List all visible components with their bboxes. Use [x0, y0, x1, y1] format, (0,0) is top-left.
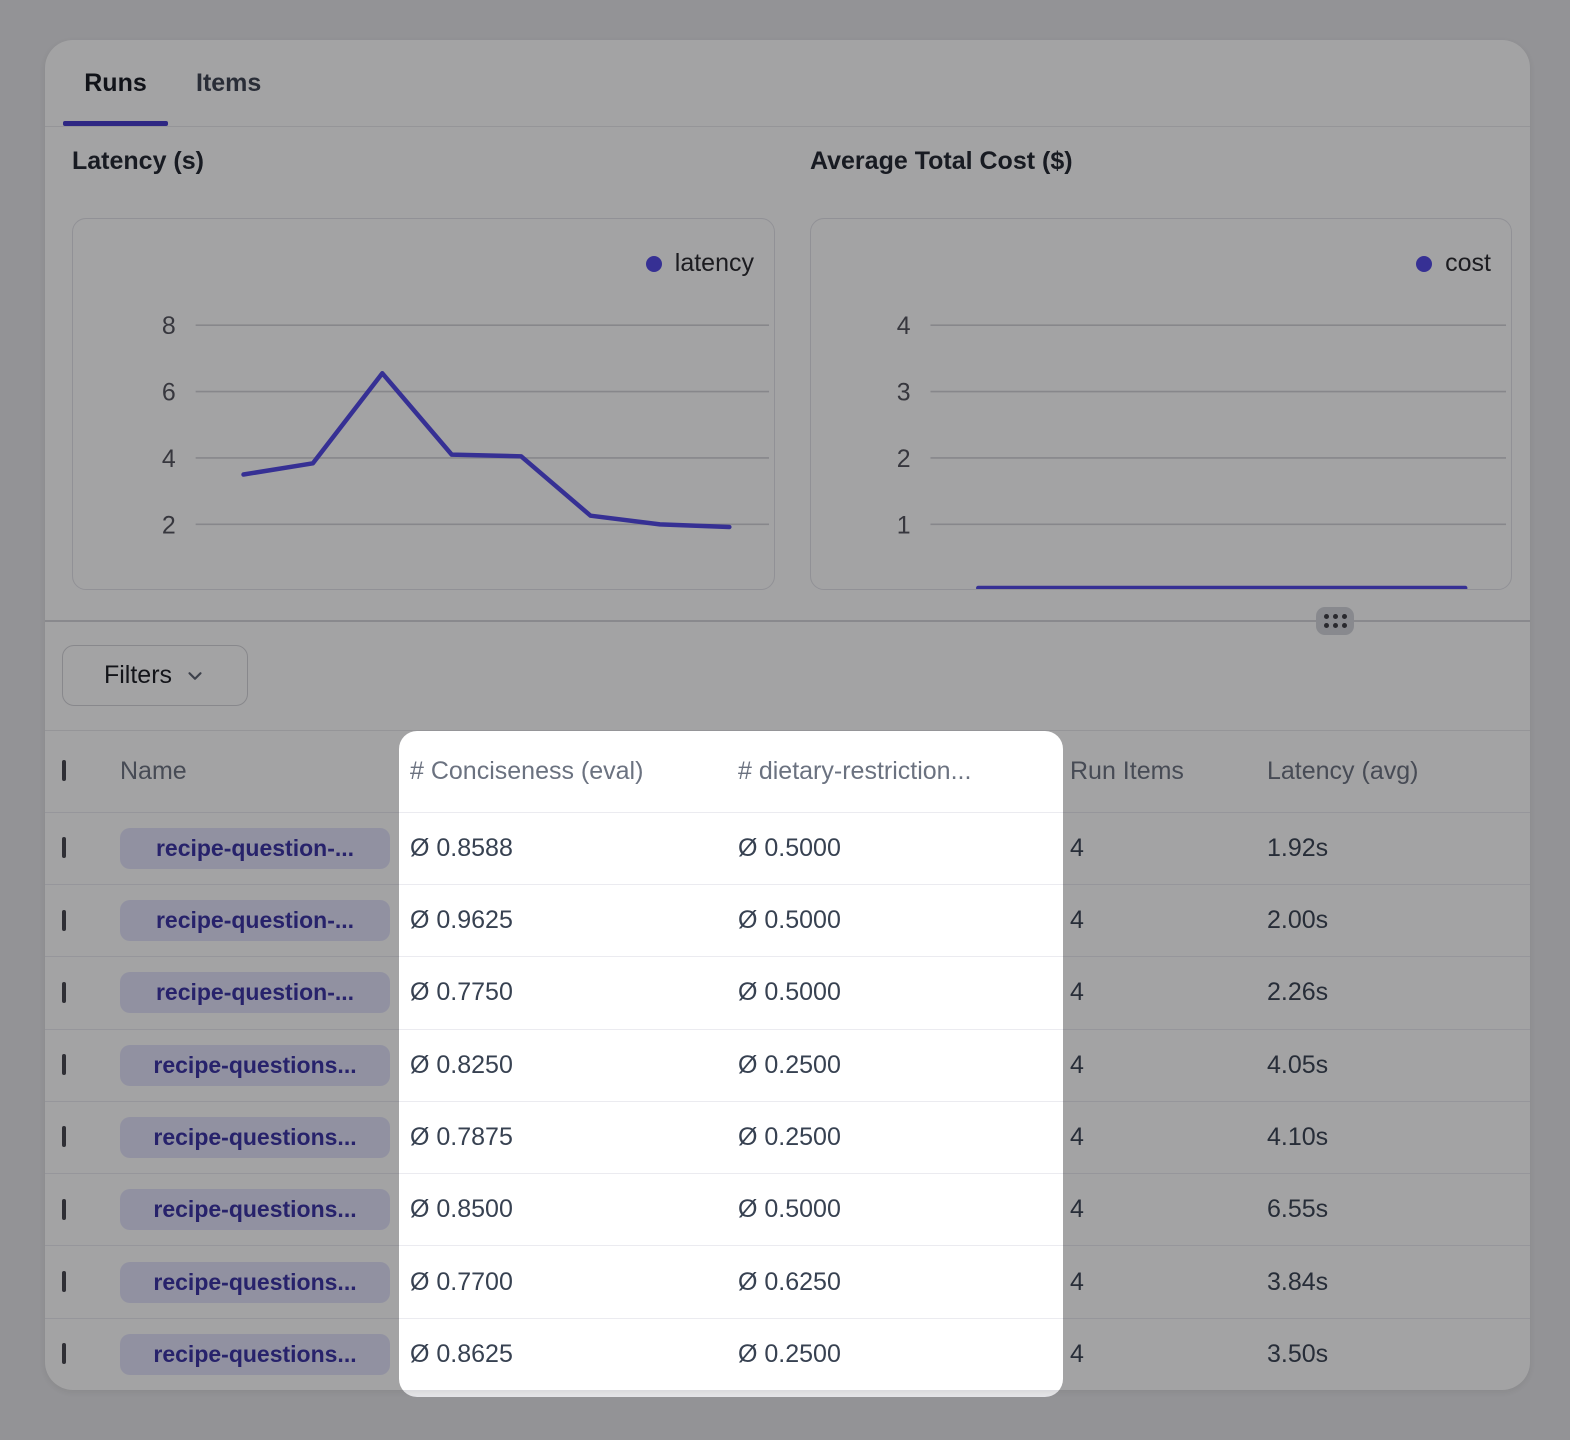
page: { "tabs": { "runs": "Runs", "items": "It…	[0, 0, 1570, 1440]
cost-legend: cost	[1416, 249, 1491, 278]
svg-text:4: 4	[897, 312, 911, 340]
latency-chart-title: Latency (s)	[72, 147, 204, 176]
conciseness-value: Ø 0.8500	[410, 1195, 738, 1224]
filters-button[interactable]: Filters	[62, 645, 248, 706]
latency-avg-value: 1.92s	[1267, 834, 1530, 863]
run-name-badge[interactable]: recipe-questions...	[120, 1045, 390, 1086]
svg-text:8: 8	[162, 312, 176, 340]
run-items-value: 4	[1070, 834, 1267, 863]
latency-avg-value: 3.84s	[1267, 1268, 1530, 1297]
cost-legend-label: cost	[1445, 249, 1491, 278]
conciseness-value: Ø 0.8250	[410, 1051, 738, 1080]
table-row[interactable]: recipe-question-... Ø 0.8588 Ø 0.5000 4 …	[45, 812, 1530, 884]
table-row[interactable]: recipe-questions... Ø 0.7700 Ø 0.6250 4 …	[45, 1245, 1530, 1317]
row-checkbox[interactable]	[62, 1271, 66, 1292]
run-items-value: 4	[1070, 1268, 1267, 1297]
row-checkbox[interactable]	[62, 982, 66, 1003]
run-items-value: 4	[1070, 1051, 1267, 1080]
tab-items[interactable]: Items	[188, 40, 269, 126]
run-items-value: 4	[1070, 1195, 1267, 1224]
run-items-value: 4	[1070, 1123, 1267, 1152]
conciseness-value: Ø 0.7700	[410, 1268, 738, 1297]
select-all-checkbox[interactable]	[62, 760, 66, 781]
run-items-value: 4	[1070, 906, 1267, 935]
conciseness-value: Ø 0.9625	[410, 906, 738, 935]
cost-chart: 4 3 2 1 cost	[810, 218, 1512, 590]
svg-text:3: 3	[897, 379, 911, 407]
latency-chart: 8 6 4 2 latency	[72, 218, 775, 590]
tab-runs-label: Runs	[84, 69, 147, 98]
latency-legend: latency	[646, 249, 754, 278]
table-row[interactable]: recipe-questions... Ø 0.8250 Ø 0.2500 4 …	[45, 1029, 1530, 1101]
dietary-restriction-value: Ø 0.2500	[738, 1051, 1070, 1080]
resize-handle[interactable]	[1316, 607, 1354, 635]
tab-bar: Runs Items	[45, 40, 1530, 127]
column-header-run-items: Run Items	[1070, 757, 1267, 786]
column-header-latency-avg: Latency (avg)	[1267, 757, 1530, 786]
tab-runs[interactable]: Runs	[63, 40, 168, 126]
legend-dot-icon	[646, 256, 662, 272]
row-checkbox[interactable]	[62, 1199, 66, 1220]
runs-panel: Runs Items Latency (s) Average Total Cos…	[45, 40, 1530, 1390]
latency-avg-value: 6.55s	[1267, 1195, 1530, 1224]
conciseness-value: Ø 0.8588	[410, 834, 738, 863]
svg-text:6: 6	[162, 379, 176, 407]
run-items-value: 4	[1070, 978, 1267, 1007]
row-checkbox[interactable]	[62, 1054, 66, 1075]
latency-avg-value: 3.50s	[1267, 1340, 1530, 1369]
latency-avg-value: 4.05s	[1267, 1051, 1530, 1080]
run-name-badge[interactable]: recipe-questions...	[120, 1117, 390, 1158]
conciseness-value: Ø 0.8625	[410, 1340, 738, 1369]
legend-dot-icon	[1416, 256, 1432, 272]
column-header-conciseness: # Conciseness (eval)	[410, 757, 738, 786]
tab-items-label: Items	[196, 69, 261, 98]
latency-legend-label: latency	[675, 249, 754, 278]
latency-avg-value: 2.26s	[1267, 978, 1530, 1007]
table-row[interactable]: recipe-questions... Ø 0.8500 Ø 0.5000 4 …	[45, 1173, 1530, 1245]
dietary-restriction-value: Ø 0.5000	[738, 1195, 1070, 1224]
latency-avg-value: 2.00s	[1267, 906, 1530, 935]
column-header-name: Name	[120, 757, 410, 786]
table-row[interactable]: recipe-question-... Ø 0.7750 Ø 0.5000 4 …	[45, 956, 1530, 1028]
filters-button-label: Filters	[104, 661, 172, 690]
grip-dots-icon	[1324, 614, 1347, 628]
dietary-restriction-value: Ø 0.2500	[738, 1340, 1070, 1369]
run-name-badge[interactable]: recipe-questions...	[120, 1189, 390, 1230]
run-name-badge[interactable]: recipe-question-...	[120, 828, 390, 869]
runs-table: Name # Conciseness (eval) # dietary-rest…	[45, 730, 1530, 1390]
table-body: recipe-question-... Ø 0.8588 Ø 0.5000 4 …	[45, 812, 1530, 1390]
row-checkbox[interactable]	[62, 1126, 66, 1147]
svg-text:4: 4	[162, 445, 176, 473]
chevron-down-icon	[184, 665, 206, 687]
svg-text:2: 2	[162, 511, 176, 539]
svg-text:2: 2	[897, 445, 911, 473]
run-name-badge[interactable]: recipe-questions...	[120, 1334, 390, 1375]
run-name-badge[interactable]: recipe-question-...	[120, 900, 390, 941]
run-items-value: 4	[1070, 1340, 1267, 1369]
conciseness-value: Ø 0.7750	[410, 978, 738, 1007]
row-checkbox[interactable]	[62, 910, 66, 931]
table-row[interactable]: recipe-question-... Ø 0.9625 Ø 0.5000 4 …	[45, 884, 1530, 956]
run-name-badge[interactable]: recipe-question-...	[120, 972, 390, 1013]
section-divider	[45, 620, 1530, 622]
dietary-restriction-value: Ø 0.6250	[738, 1268, 1070, 1297]
latency-avg-value: 4.10s	[1267, 1123, 1530, 1152]
table-row[interactable]: recipe-questions... Ø 0.8625 Ø 0.2500 4 …	[45, 1318, 1530, 1390]
table-row[interactable]: recipe-questions... Ø 0.7875 Ø 0.2500 4 …	[45, 1101, 1530, 1173]
row-checkbox[interactable]	[62, 1343, 66, 1364]
cost-chart-svg: 4 3 2 1	[811, 219, 1511, 589]
column-header-dietary-restriction: # dietary-restriction...	[738, 757, 1070, 786]
dietary-restriction-value: Ø 0.5000	[738, 906, 1070, 935]
svg-text:1: 1	[897, 511, 911, 539]
dietary-restriction-value: Ø 0.5000	[738, 978, 1070, 1007]
dietary-restriction-value: Ø 0.2500	[738, 1123, 1070, 1152]
table-header-row: Name # Conciseness (eval) # dietary-rest…	[45, 731, 1530, 812]
conciseness-value: Ø 0.7875	[410, 1123, 738, 1152]
row-checkbox[interactable]	[62, 837, 66, 858]
active-tab-underline	[63, 121, 168, 126]
dietary-restriction-value: Ø 0.5000	[738, 834, 1070, 863]
cost-chart-title: Average Total Cost ($)	[810, 147, 1073, 176]
run-name-badge[interactable]: recipe-questions...	[120, 1262, 390, 1303]
